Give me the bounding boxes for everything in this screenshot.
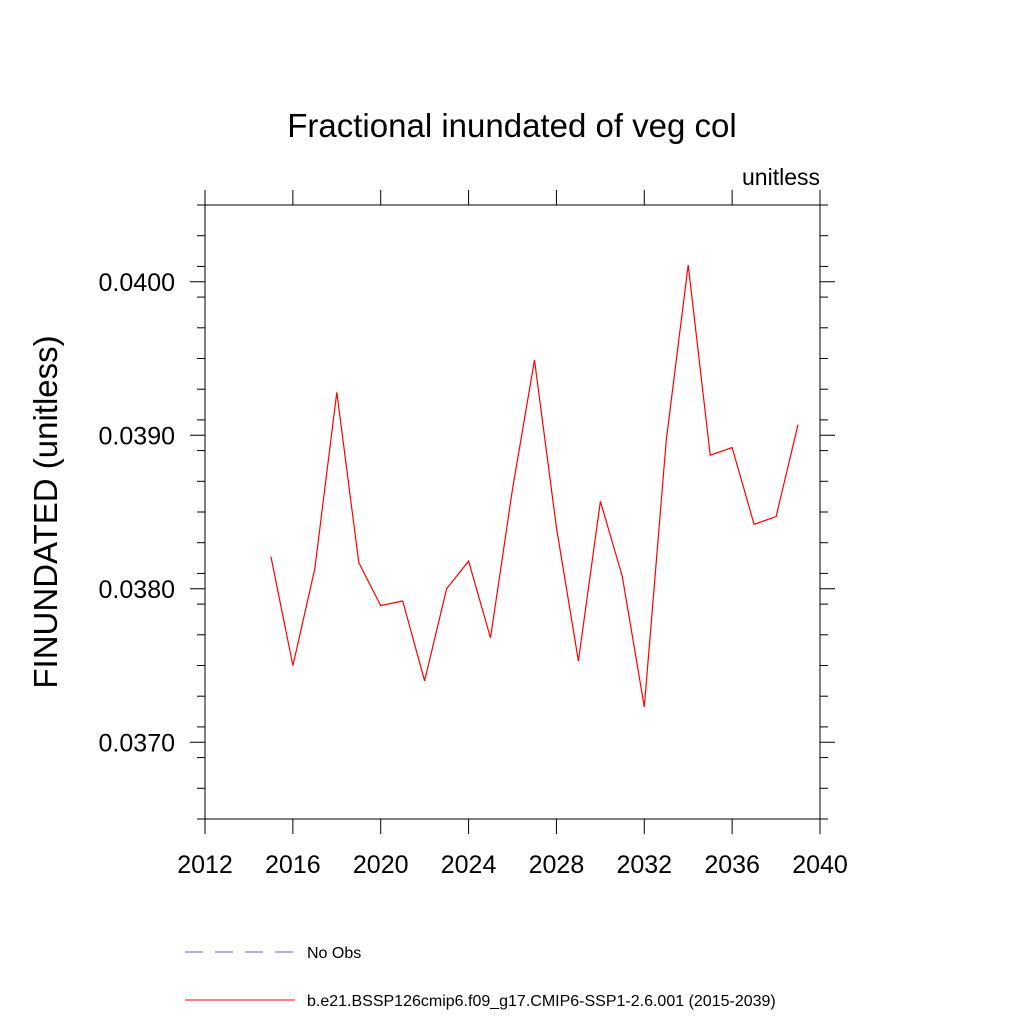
x-tick-label: 2016 [265, 851, 321, 879]
y-tick-label: 0.0390 [99, 422, 175, 450]
series-line [270, 264, 799, 707]
x-tick-label: 2032 [616, 851, 672, 879]
legend-label-model-run: b.e21.BSSP126cmip6.f09_g17.CMIP6-SSP1-2.… [307, 993, 776, 1010]
x-tick-label: 2012 [177, 851, 233, 879]
x-tick-label: 2036 [704, 851, 760, 879]
legend-label-no-obs: No Obs [307, 945, 361, 962]
series-layer [270, 264, 799, 707]
y-axis-label: FINUNDATED (unitless) [27, 335, 64, 688]
legend: No Obs b.e21.BSSP126cmip6.f09_g17.CMIP6-… [185, 945, 776, 1010]
axis-ticks: 2012 2016 2020 2024 2028 2032 2036 2040 0.0370 0.… [99, 190, 848, 879]
x-tick-label: 2028 [529, 851, 585, 879]
x-tick-label: 2040 [792, 851, 848, 879]
y-tick-label: 0.0380 [99, 576, 175, 604]
x-tick-label: 2020 [353, 851, 409, 879]
x-tick-label: 2024 [441, 851, 497, 879]
y-tick-label: 0.0400 [99, 269, 175, 297]
y-tick-label: 0.0370 [99, 729, 175, 757]
units-label: unitless [742, 164, 820, 190]
plot-frame [204, 204, 821, 820]
chart-title: Fractional inundated of veg col [287, 107, 736, 144]
